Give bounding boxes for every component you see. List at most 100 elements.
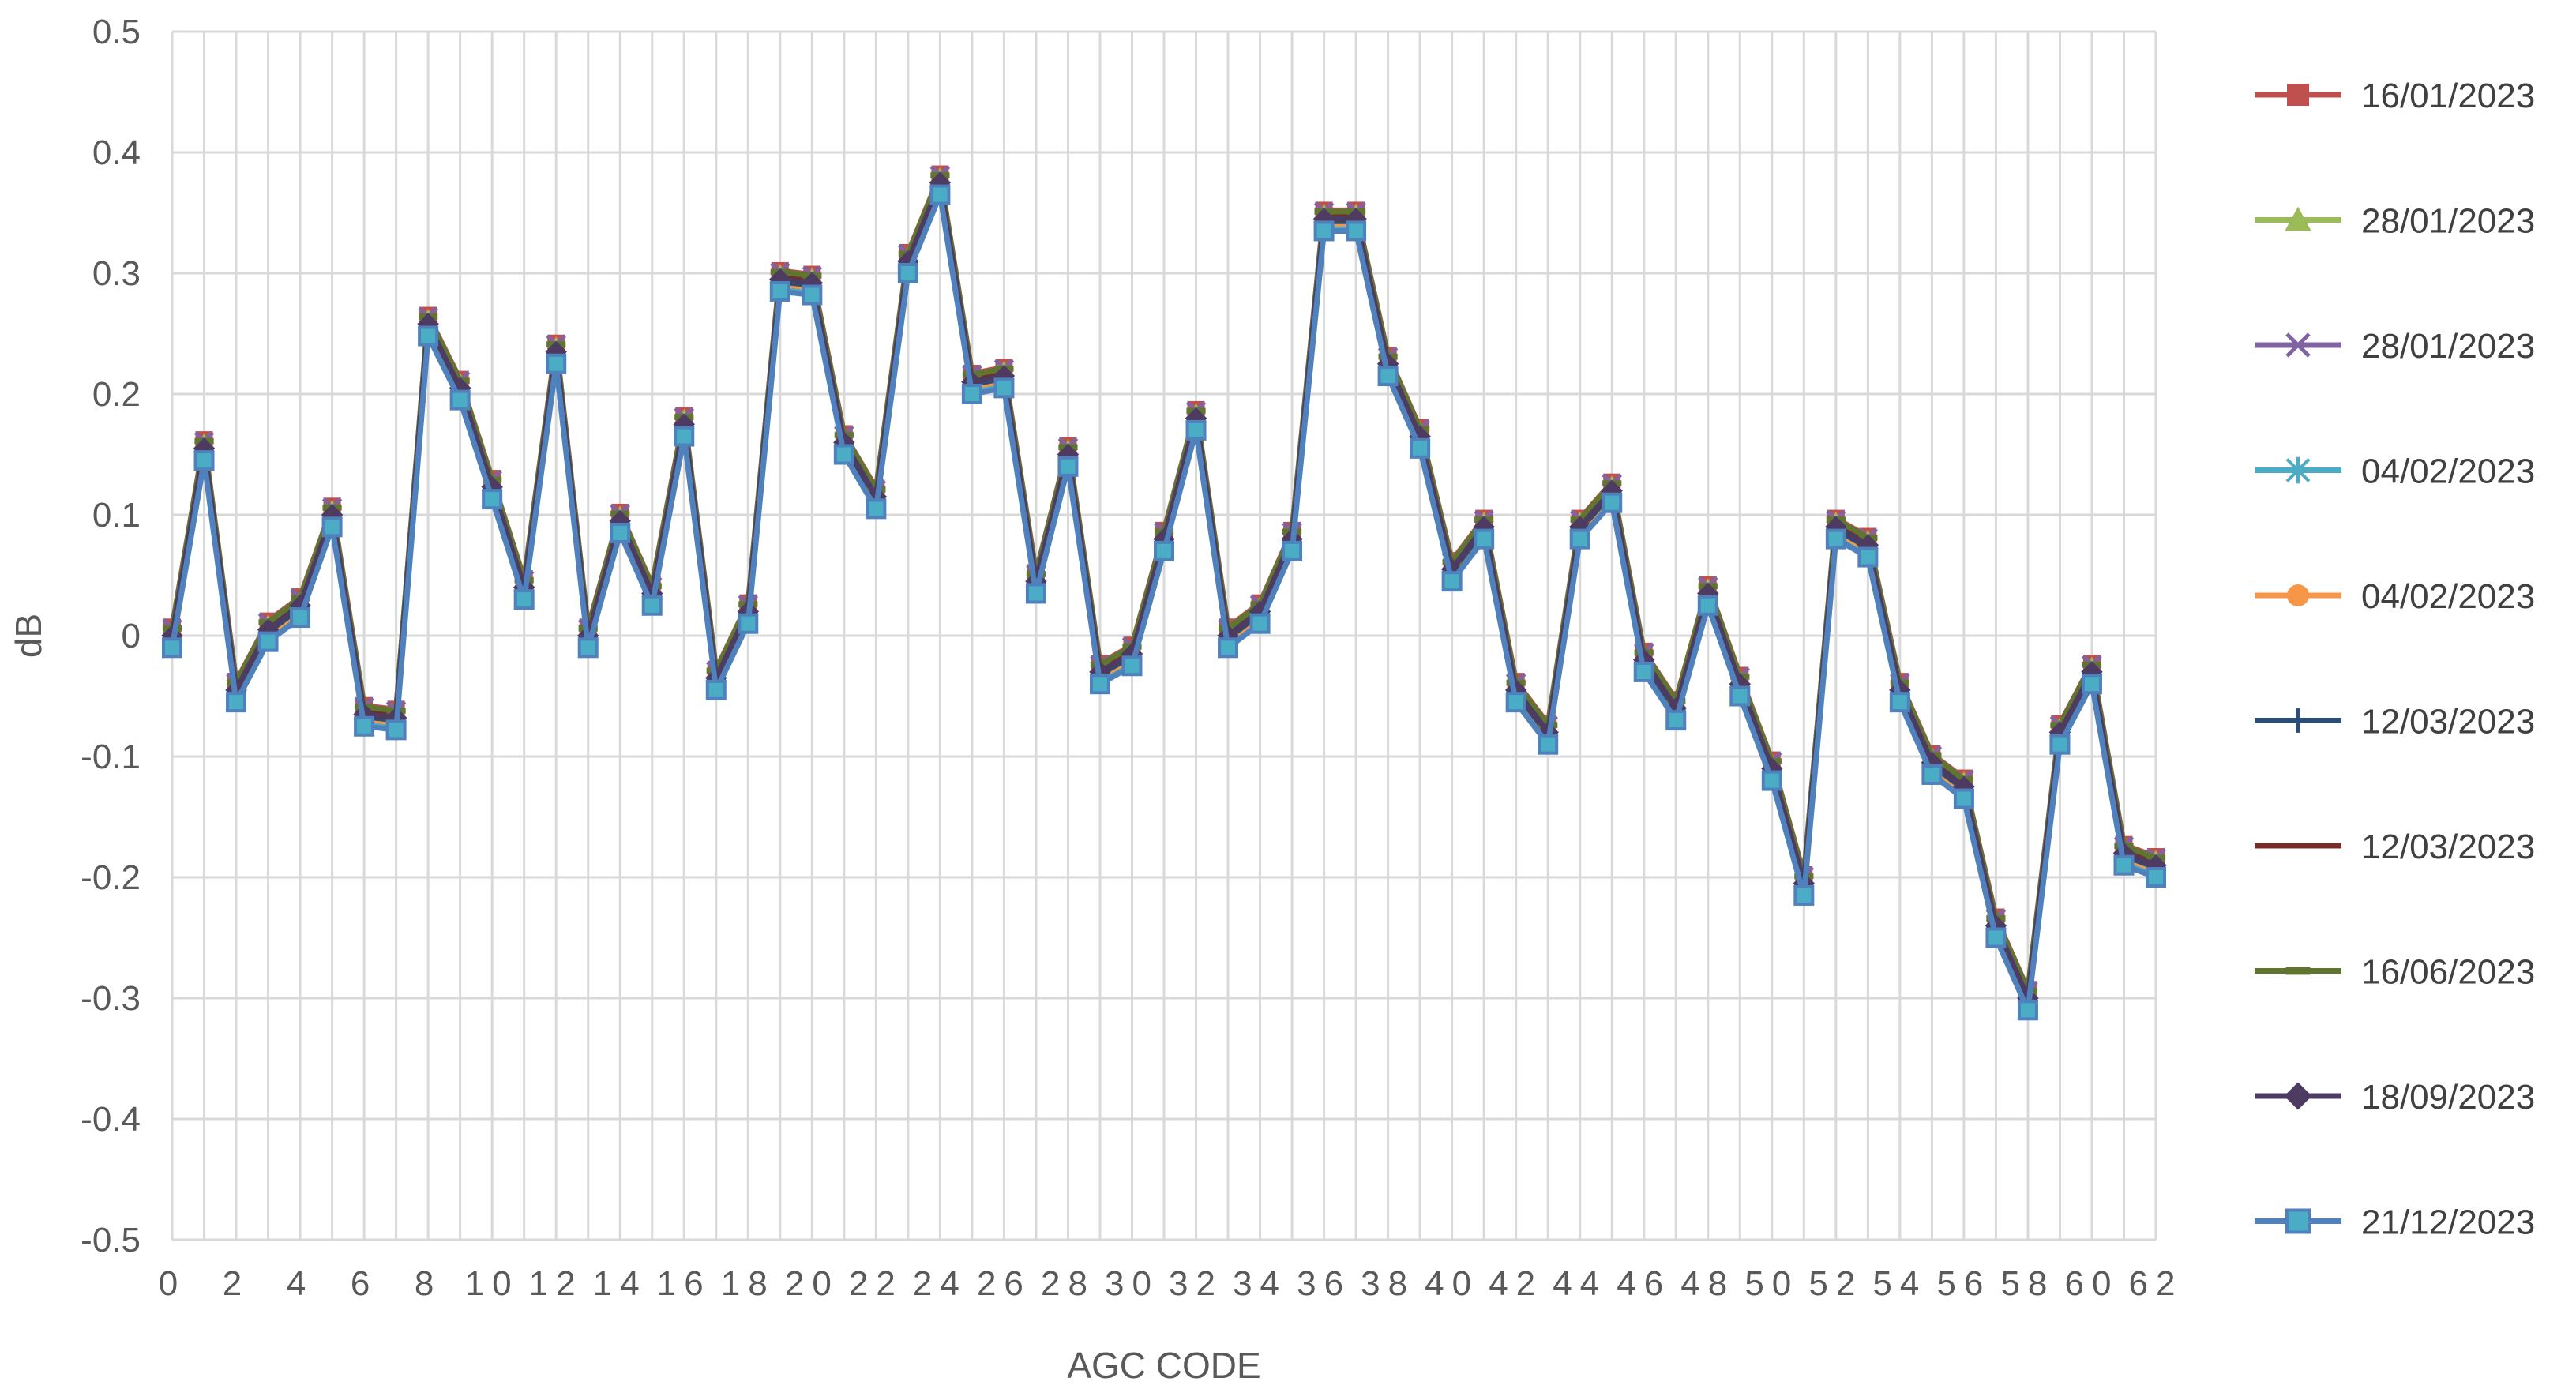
legend-marker [2285, 456, 2311, 484]
legend-label: 28/01/2023 [2361, 202, 2535, 241]
x-tick-label: 44 [1553, 1264, 1607, 1303]
data-point [418, 325, 439, 347]
y-tick-label: 0.3 [92, 254, 141, 293]
legend-label: 12/03/2023 [2361, 828, 2535, 866]
data-point [546, 353, 567, 374]
x-tick-label: 6 [351, 1264, 377, 1303]
x-tick-label: 14 [593, 1264, 648, 1303]
data-point [321, 516, 343, 538]
x-tick-label: 48 [1680, 1264, 1735, 1303]
legend-marker [2285, 708, 2311, 733]
x-tick-label: 10 [465, 1264, 520, 1303]
data-point [257, 631, 279, 652]
data-point [1282, 540, 1303, 561]
data-point [1346, 220, 1367, 242]
x-tick-label: 28 [1041, 1264, 1095, 1303]
x-tick-label: 0 [159, 1264, 186, 1303]
data-point [1089, 674, 1110, 695]
legend-marker [2287, 584, 2309, 606]
data-point [1825, 528, 1846, 550]
legend-marker [2287, 84, 2309, 106]
x-tick-label: 36 [1297, 1264, 1351, 1303]
data-point [385, 719, 407, 741]
legend-label: 12/03/2023 [2361, 703, 2535, 741]
legend-item: 28/01/2023 [2255, 327, 2535, 366]
x-tick-label: 52 [1808, 1264, 1863, 1303]
data-point [1057, 456, 1079, 477]
x-tick-label: 18 [721, 1264, 775, 1303]
data-point [1857, 546, 1879, 568]
y-tick-label: -0.2 [81, 858, 141, 897]
data-point [2081, 674, 2102, 695]
data-point [866, 498, 887, 520]
x-tick-label: 20 [785, 1264, 839, 1303]
series-lines [161, 165, 2167, 1021]
x-tick-label: 12 [529, 1264, 584, 1303]
legend-item: 18/09/2023 [2255, 1078, 2535, 1117]
legend-label: 04/02/2023 [2361, 452, 2535, 491]
data-point [1218, 637, 1239, 659]
data-point [1185, 419, 1207, 441]
x-axis-title: AGC CODE [1067, 1345, 1260, 1386]
data-point [1025, 583, 1046, 604]
y-axis-title: dB [8, 614, 49, 658]
data-point [2049, 734, 2071, 755]
data-point [738, 613, 759, 634]
data-point [1474, 528, 1495, 550]
data-point [2146, 867, 2166, 888]
x-tick-label: 2 [223, 1264, 250, 1303]
y-tick-label: -0.5 [81, 1221, 141, 1259]
x-tick-label: 38 [1361, 1264, 1415, 1303]
x-tick-label: 40 [1425, 1264, 1479, 1303]
x-tick-label: 56 [1936, 1264, 1991, 1303]
y-tick-label: 0.4 [92, 133, 141, 172]
legend-marker [2285, 1208, 2311, 1234]
legend-marker [2284, 1082, 2312, 1110]
y-tick-label: -0.3 [81, 979, 141, 1018]
legend-item: 28/01/2023 [2255, 202, 2535, 241]
legend-label: 04/02/2023 [2361, 577, 2535, 616]
data-point [1154, 540, 1174, 561]
legend-label: 16/01/2023 [2361, 77, 2535, 115]
data-point [802, 284, 823, 306]
legend-item: 21/12/2023 [2255, 1203, 2535, 1242]
data-point [1729, 685, 1751, 707]
data-point [1761, 770, 1782, 791]
legend: 16/01/2023 28/01/2023 28/01/2023 04/02/2023… [2255, 77, 2535, 1242]
data-point [641, 595, 663, 616]
data-point [449, 389, 471, 411]
legend-item: 04/02/2023 [2255, 452, 2535, 491]
x-tick-label: 60 [2064, 1264, 2119, 1303]
legend-label: 16/06/2023 [2361, 953, 2535, 992]
legend-marker [2285, 332, 2311, 358]
data-point [1889, 692, 1910, 713]
data-point [1633, 661, 1654, 682]
legend-label: 28/01/2023 [2361, 327, 2535, 366]
data-point [961, 384, 982, 404]
x-tick-label: 4 [287, 1264, 314, 1303]
data-point [354, 715, 375, 737]
data-point [674, 426, 695, 447]
data-point [993, 377, 1015, 399]
y-tick-label: 0 [122, 617, 141, 655]
legend-label: 18/09/2023 [2361, 1078, 2535, 1117]
legend-item: 04/02/2023 [2255, 577, 2535, 616]
data-point [2113, 854, 2135, 876]
legend-item: 16/01/2023 [2255, 77, 2535, 115]
legend-marker [2285, 206, 2311, 231]
legend-label: 21/12/2023 [2361, 1203, 2535, 1242]
data-point [1121, 655, 1143, 677]
data-point [1921, 764, 1943, 785]
y-tick-label: 0.5 [92, 13, 141, 51]
x-tick-label: 32 [1169, 1264, 1223, 1303]
x-tick-label: 58 [2000, 1264, 2055, 1303]
data-point [513, 589, 535, 610]
data-point [833, 444, 854, 465]
data-point [577, 637, 599, 659]
data-point [1377, 366, 1399, 387]
x-tick-label: 30 [1105, 1264, 1159, 1303]
y-tick-label: -0.1 [81, 738, 141, 776]
data-point [1505, 692, 1526, 713]
x-tick-label: 26 [977, 1264, 1031, 1303]
